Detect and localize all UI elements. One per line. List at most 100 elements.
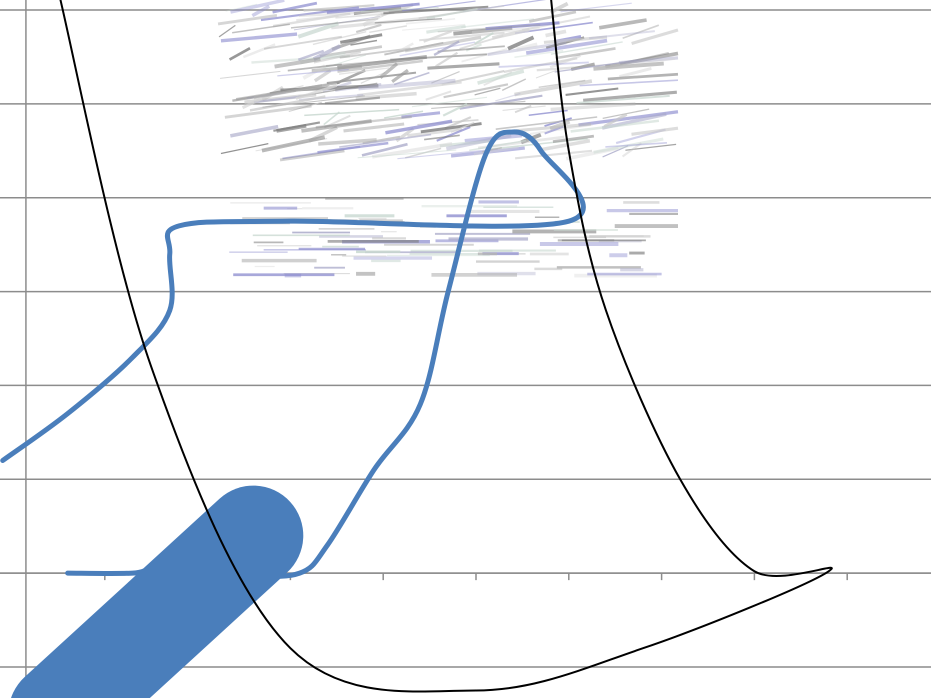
artifact-stroke [304, 108, 400, 117]
artifact-stroke [217, 13, 278, 26]
artifact-stroke [317, 141, 389, 154]
artifact-stroke [355, 23, 382, 34]
artifact-stroke [401, 111, 441, 119]
artifact-stroke [362, 12, 384, 27]
artifact-stroke [318, 138, 377, 146]
artifact-stroke [619, 51, 669, 65]
artifact-stroke [279, 149, 345, 162]
artifact-stroke [598, 18, 647, 30]
artifact-stroke [358, 78, 456, 91]
artifact-stroke [427, 62, 500, 70]
artifact-stroke [538, 79, 586, 88]
artifact-stroke [424, 134, 460, 141]
series-1-stroke [11, 485, 304, 698]
artifact-stroke [550, 41, 623, 55]
artifact-stroke [261, 135, 326, 153]
artifact-stroke [384, 110, 424, 119]
artifact-stroke [326, 71, 417, 85]
artifact-stroke [402, 0, 476, 12]
artifact-stroke [326, 2, 420, 15]
artifact-stroke [339, 47, 411, 59]
artifact-stroke [431, 70, 460, 84]
artifact-stroke [374, 18, 442, 24]
artifact-stroke [295, 84, 338, 100]
artifact-stroke [324, 96, 381, 105]
artifact-stroke [544, 125, 564, 135]
artifact-stroke [274, 57, 321, 69]
artifact-stroke [435, 51, 459, 68]
artifact-stroke [622, 24, 660, 40]
artifact-stroke [393, 71, 430, 86]
artifact-stroke [605, 51, 679, 69]
artifact-stroke [529, 123, 593, 135]
artifact-stroke [298, 10, 389, 18]
artifact-stroke [514, 49, 564, 58]
artifact-stroke [485, 21, 560, 31]
pasted-image-artifact [217, 0, 679, 278]
artifact-stroke [565, 87, 619, 96]
artifact-stroke [313, 69, 332, 83]
artifact-stroke [426, 24, 466, 34]
artifact-stroke [379, 62, 399, 79]
artifact-stroke [249, 95, 326, 112]
artifact-stroke [495, 116, 598, 130]
artifact-stroke [312, 30, 367, 46]
series-layer [0, 0, 833, 698]
artifact-stroke [253, 82, 330, 100]
artifact-stroke [507, 35, 535, 51]
artifact-stroke [399, 41, 476, 57]
artifact-stroke [469, 139, 527, 152]
artifact-stroke [431, 100, 526, 110]
artifact-stroke [340, 33, 383, 44]
artifact-stroke [514, 79, 593, 97]
artifact-stroke [538, 139, 591, 152]
artifact-stroke [355, 91, 417, 101]
artifact-stroke [491, 28, 530, 40]
artifact-stroke [420, 122, 482, 134]
artifact-stroke [501, 78, 527, 91]
artifact-stroke [618, 56, 679, 65]
artifact-stroke [251, 4, 271, 18]
artifact-stroke [297, 49, 325, 61]
artifact-stroke [288, 101, 322, 113]
artifact-stroke [287, 63, 342, 72]
artifact-stroke [473, 145, 520, 156]
artifact-stroke [515, 149, 593, 160]
artifact-stroke [631, 28, 679, 45]
artifact-stroke [555, 47, 616, 60]
artifact-stroke [445, 133, 512, 151]
artifact-stroke [487, 41, 567, 57]
artifact-stroke [357, 80, 462, 97]
artifact-stroke [220, 142, 269, 155]
artifact-stroke [436, 125, 471, 142]
artifact-stroke [552, 134, 595, 143]
artifact-stroke [603, 113, 628, 128]
artifact-stroke [477, 69, 525, 85]
artifact-stroke [323, 111, 340, 126]
artifact-stroke [514, 104, 532, 114]
artifact-stroke [549, 1, 569, 15]
artifact-stroke [407, 127, 463, 138]
artifact-stroke [225, 3, 258, 12]
artifact-stroke [369, 25, 407, 34]
artifact-stroke [528, 109, 568, 117]
artifact-stroke [361, 142, 408, 157]
artifact-stroke [272, 1, 318, 14]
artifact-stroke [535, 69, 558, 79]
artifact-stroke [589, 30, 655, 40]
artifact-stroke [242, 43, 276, 59]
artifact-stroke [315, 115, 412, 129]
artifact-stroke [607, 72, 679, 81]
artifact-stroke [426, 8, 478, 20]
artifact-stroke [390, 53, 488, 61]
artifact-stroke [565, 146, 619, 161]
artifact-stroke [579, 79, 679, 87]
artifact-stroke [371, 142, 453, 159]
artifact-stroke [411, 96, 488, 108]
artifact-stroke [260, 6, 360, 22]
artifact-stroke [385, 119, 453, 135]
artifact-stroke [397, 148, 499, 160]
artifact-stroke [425, 90, 452, 101]
artifact-stroke [443, 83, 509, 99]
artifact-stroke [301, 119, 372, 133]
